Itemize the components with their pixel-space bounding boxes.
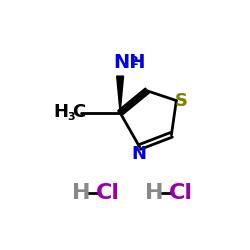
- Polygon shape: [117, 76, 123, 113]
- Text: NH: NH: [113, 54, 145, 72]
- Text: N: N: [131, 145, 146, 163]
- Text: Cl: Cl: [96, 184, 120, 204]
- Text: 3: 3: [67, 112, 74, 122]
- Text: H: H: [53, 102, 68, 120]
- Text: C: C: [72, 102, 86, 120]
- Text: H: H: [145, 184, 164, 204]
- Text: S: S: [175, 92, 188, 110]
- Text: Cl: Cl: [169, 184, 193, 204]
- Text: 2: 2: [130, 54, 139, 68]
- Text: H: H: [72, 184, 90, 204]
